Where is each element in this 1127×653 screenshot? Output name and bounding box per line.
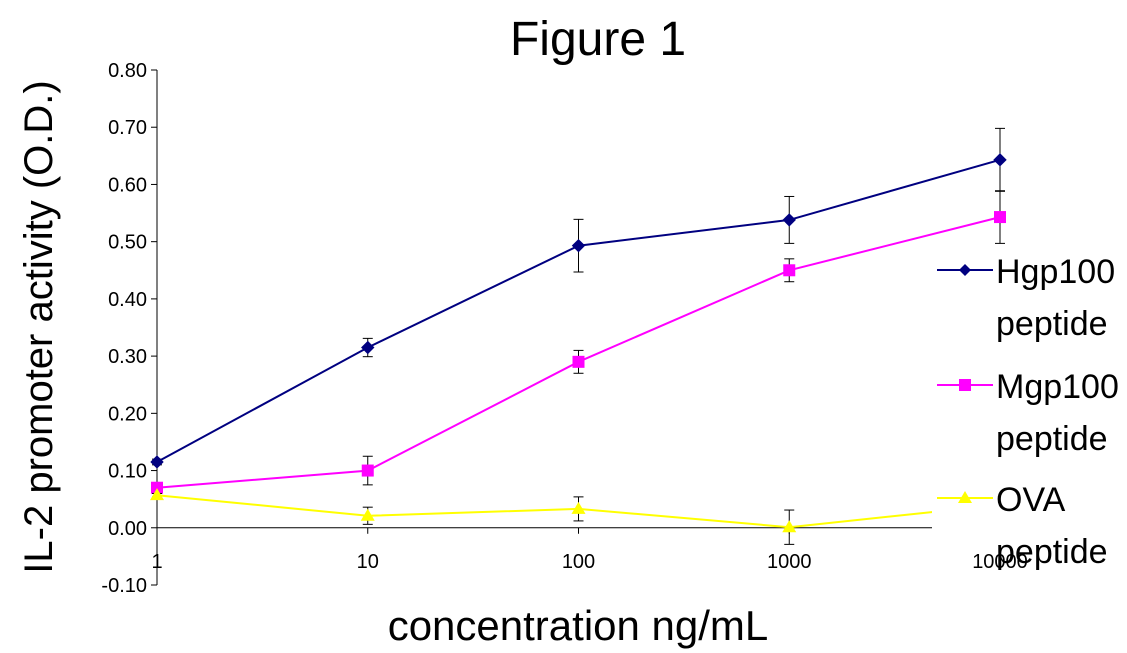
data-point xyxy=(993,153,1007,167)
data-point xyxy=(782,213,796,227)
legend-marker xyxy=(959,379,971,391)
y-tick-label: 0.00 xyxy=(108,518,147,540)
x-tick-label: 10 xyxy=(357,551,379,573)
legend-label: Hgp100 xyxy=(996,253,1115,291)
y-tick-label: 0.50 xyxy=(108,232,147,254)
series-3 xyxy=(150,488,1001,545)
y-axis-label: IL-2 promoter activity (O.D.) xyxy=(17,80,61,573)
series-line xyxy=(156,158,1001,463)
legend-item-3: OVA peptide xyxy=(937,481,1108,571)
legend-marker xyxy=(959,264,971,276)
x-tick-label: 1 xyxy=(151,551,162,573)
axes: -0.10 0.00 0.10 0.20 0.30 0.40 0.50 0.60 0.70 0.8… xyxy=(101,60,1027,597)
legend: Hgp100 peptide Mgp100 peptide OVA peptide xyxy=(937,253,1119,571)
y-tick-label: 0.40 xyxy=(108,289,147,311)
y-tick-label: 0.60 xyxy=(108,174,147,196)
y-tick-label: 0.20 xyxy=(108,403,147,425)
plot-area xyxy=(150,127,1127,552)
chart-title: Figure 1 xyxy=(510,13,686,66)
x-tick-label: 10000 xyxy=(972,551,1028,573)
legend-label: peptide xyxy=(996,305,1108,343)
legend-label: Mgp100 xyxy=(996,368,1119,406)
data-point xyxy=(151,481,163,494)
data-point xyxy=(571,238,586,253)
data-point xyxy=(150,488,164,501)
data-point xyxy=(783,264,796,277)
data-point xyxy=(782,520,797,533)
legend-label: OVA xyxy=(996,481,1066,519)
legend-item-1: Hgp100 peptide xyxy=(937,253,1115,343)
legend-label: peptide xyxy=(996,420,1108,458)
x-tick-label: 1000 xyxy=(767,551,812,573)
y-tick-label: 0.10 xyxy=(108,461,147,483)
legend-item-2: Mgp100 peptide xyxy=(937,368,1119,458)
series-2 xyxy=(151,190,1006,494)
series-1 xyxy=(150,127,1007,469)
y-tick-label: -0.10 xyxy=(101,575,147,597)
data-point xyxy=(361,340,375,355)
data-point xyxy=(572,355,585,368)
x-axis-label: concentration ng/mL xyxy=(388,602,769,649)
data-point xyxy=(994,211,1006,224)
y-tick-label: 0.80 xyxy=(108,60,147,82)
data-point xyxy=(361,464,374,477)
data-point xyxy=(571,501,586,514)
y-tick-label: 0.70 xyxy=(108,117,147,139)
x-tick-label: 100 xyxy=(562,551,595,573)
legend-marker xyxy=(958,491,972,503)
data-point xyxy=(360,508,375,521)
legend-label: peptide xyxy=(996,533,1108,571)
data-point xyxy=(150,455,164,469)
y-tick-label: 0.30 xyxy=(108,346,147,368)
